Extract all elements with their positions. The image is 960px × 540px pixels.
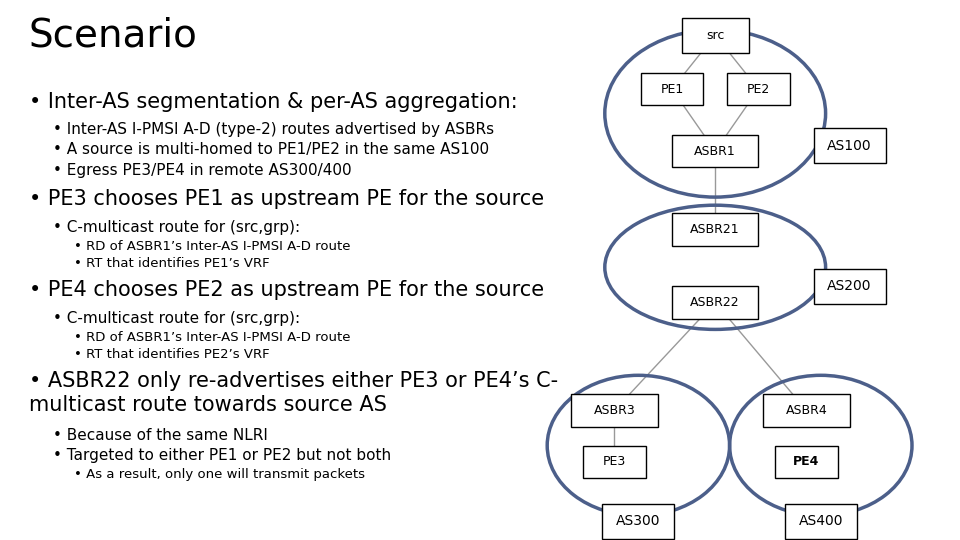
Text: • A source is multi-homed to PE1/PE2 in the same AS100: • A source is multi-homed to PE1/PE2 in … — [53, 143, 489, 157]
FancyBboxPatch shape — [584, 446, 646, 478]
FancyBboxPatch shape — [672, 286, 758, 319]
FancyBboxPatch shape — [814, 128, 885, 163]
Text: ASBR1: ASBR1 — [694, 145, 736, 158]
Text: • Inter-AS I-PMSI A-D (type-2) routes advertised by ASBRs: • Inter-AS I-PMSI A-D (type-2) routes ad… — [53, 122, 494, 137]
Text: • Egress PE3/PE4 in remote AS300/400: • Egress PE3/PE4 in remote AS300/400 — [53, 163, 351, 178]
FancyBboxPatch shape — [776, 446, 837, 478]
Text: • ASBR22 only re-advertises either PE3 or PE4’s C-
multicast route towards sourc: • ASBR22 only re-advertises either PE3 o… — [29, 372, 558, 415]
Text: PE3: PE3 — [603, 455, 626, 468]
Text: Scenario: Scenario — [29, 16, 198, 54]
Text: • Inter-AS segmentation & per-AS aggregation:: • Inter-AS segmentation & per-AS aggrega… — [29, 92, 517, 112]
Text: src: src — [706, 29, 725, 42]
Text: • RT that identifies PE2’s VRF: • RT that identifies PE2’s VRF — [74, 348, 270, 361]
Text: • As a result, only one will transmit packets: • As a result, only one will transmit pa… — [74, 468, 365, 481]
FancyBboxPatch shape — [641, 73, 703, 105]
Text: PE2: PE2 — [747, 83, 770, 96]
Text: AS200: AS200 — [828, 279, 872, 293]
FancyBboxPatch shape — [784, 503, 856, 539]
Text: AS100: AS100 — [828, 139, 872, 153]
FancyBboxPatch shape — [571, 394, 658, 427]
FancyBboxPatch shape — [763, 394, 850, 427]
Text: ASBR22: ASBR22 — [690, 296, 740, 309]
Text: ASBR21: ASBR21 — [690, 223, 740, 236]
Text: • Targeted to either PE1 or PE2 but not both: • Targeted to either PE1 or PE2 but not … — [53, 448, 391, 463]
Text: AS400: AS400 — [799, 514, 843, 528]
Text: AS300: AS300 — [616, 514, 660, 528]
Text: • PE3 chooses PE1 as upstream PE for the source: • PE3 chooses PE1 as upstream PE for the… — [29, 189, 544, 209]
Text: • RD of ASBR1’s Inter-AS I-PMSI A-D route: • RD of ASBR1’s Inter-AS I-PMSI A-D rout… — [74, 331, 350, 344]
Text: ASBR3: ASBR3 — [593, 404, 636, 417]
Text: • C-multicast route for (src,grp):: • C-multicast route for (src,grp): — [53, 220, 300, 234]
Text: ASBR4: ASBR4 — [785, 404, 828, 417]
FancyBboxPatch shape — [682, 17, 749, 52]
Text: • PE4 chooses PE2 as upstream PE for the source: • PE4 chooses PE2 as upstream PE for the… — [29, 280, 544, 300]
FancyBboxPatch shape — [728, 73, 789, 105]
Text: • Because of the same NLRI: • Because of the same NLRI — [53, 428, 268, 443]
Text: • RT that identifies PE1’s VRF: • RT that identifies PE1’s VRF — [74, 256, 270, 270]
Text: • RD of ASBR1’s Inter-AS I-PMSI A-D route: • RD of ASBR1’s Inter-AS I-PMSI A-D rout… — [74, 240, 350, 253]
FancyBboxPatch shape — [672, 135, 758, 167]
Text: • C-multicast route for (src,grp):: • C-multicast route for (src,grp): — [53, 310, 300, 326]
Text: PE1: PE1 — [660, 83, 684, 96]
FancyBboxPatch shape — [603, 503, 674, 539]
Text: PE4: PE4 — [793, 455, 820, 468]
FancyBboxPatch shape — [672, 213, 758, 246]
FancyBboxPatch shape — [814, 269, 885, 303]
